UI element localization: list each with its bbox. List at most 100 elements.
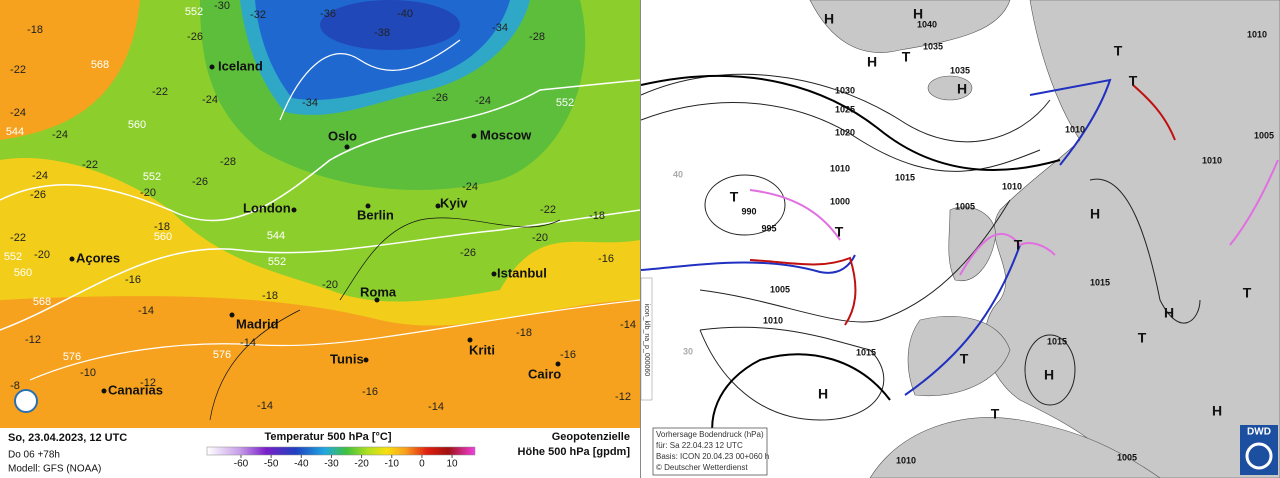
temperature-label: -40: [397, 8, 413, 20]
greenland: [809, 0, 1011, 53]
isobar: [699, 199, 1011, 323]
temperature-label: -12: [615, 391, 631, 403]
high-marker: H: [1212, 403, 1222, 419]
low-marker: T: [1243, 285, 1252, 301]
temperature-label: -22: [82, 159, 98, 171]
contour: [0, 209, 641, 331]
temperature-label: -24: [32, 170, 48, 182]
pressure-label: 1025: [835, 104, 855, 114]
contour: [279, 39, 461, 121]
coastline: [209, 217, 561, 421]
occlusion: [749, 189, 841, 241]
city-label: Istanbul: [497, 265, 547, 280]
height-label: 576: [213, 349, 231, 361]
colorbar-label: -20: [354, 459, 369, 470]
isobar: [1089, 178, 1201, 324]
city-dot: [344, 144, 350, 150]
low-marker: T: [1138, 330, 1147, 346]
iceland: [927, 75, 973, 101]
temperature-label: -26: [187, 31, 203, 43]
high-marker: H: [818, 386, 828, 402]
temperature-label: -18: [27, 24, 43, 36]
low-marker: T: [960, 351, 969, 367]
temperature-label: -24: [202, 94, 218, 106]
high-marker: H: [867, 54, 877, 70]
pressure-label: 1040: [917, 19, 937, 29]
temperature-label: -16: [598, 253, 614, 265]
colorbar-label: 10: [446, 459, 458, 470]
temperature-label: -26: [30, 189, 46, 201]
model: Modell: GFS (NOAA): [8, 464, 101, 475]
pressure-label: 1005: [770, 284, 790, 294]
city-label: Oslo: [328, 128, 357, 143]
pressure-label: 1000: [830, 196, 850, 206]
city-dot: [555, 361, 561, 367]
temperature-label: -26: [460, 247, 476, 259]
city-label: Berlin: [357, 207, 394, 222]
pressure-label: 1015: [856, 347, 876, 357]
pressure-label: 1015: [895, 172, 915, 182]
temperature-label: -16: [362, 386, 378, 398]
gfs-logo: [14, 389, 38, 413]
city-dot: [69, 256, 75, 262]
temperature-label: -22: [152, 86, 168, 98]
pressure-label: 1010: [1065, 124, 1085, 134]
pressure-label: 1010: [1002, 181, 1022, 191]
city-dot: [471, 133, 477, 139]
pressure-label: 1010: [1247, 29, 1267, 39]
faint-label: 40: [673, 169, 683, 179]
height-label: 552: [185, 6, 203, 18]
cold-front: [640, 254, 856, 274]
temperature-label: -14: [240, 337, 256, 349]
height-label: 552: [143, 171, 161, 183]
temperature-label: -12: [25, 334, 41, 346]
cold-front: [1029, 78, 1112, 166]
low-marker: T: [1014, 237, 1023, 253]
city-dot: [363, 357, 369, 363]
pressure-label: 1015: [1090, 277, 1110, 287]
temperature-label: -10: [80, 367, 96, 379]
geo-title: Höhe 500 hPa [gpdm]: [518, 446, 631, 458]
africa: [869, 417, 1161, 478]
height-label: 560: [14, 267, 32, 279]
low-marker: T: [1114, 43, 1123, 59]
dwd-logo-mark: [1245, 442, 1273, 470]
colorbar-label: -60: [234, 459, 249, 470]
temperature-label: -24: [462, 181, 478, 193]
temperature-label: -30: [214, 0, 230, 12]
high-marker: H: [913, 6, 923, 22]
pressure-label: 1035: [950, 65, 970, 75]
city-dot: [365, 203, 371, 209]
city-label: Açores: [76, 250, 120, 265]
pressure-label: 1030: [835, 85, 855, 95]
pressure-label: 1010: [763, 315, 783, 325]
city-label: Cairo: [528, 366, 561, 381]
land: [809, 0, 1280, 478]
cold-front: [904, 244, 1021, 396]
warm-front: [1132, 84, 1176, 141]
pressure-label: 1005: [955, 201, 975, 211]
temperature-label: -34: [492, 22, 508, 34]
isobar: [704, 174, 786, 236]
info-line: Vorhersage Bodendruck (hPa): [656, 430, 764, 439]
temperature-label: -32: [250, 9, 266, 21]
height-label: 552: [268, 256, 286, 268]
temperature-label: -16: [560, 349, 576, 361]
colorbar-label: -50: [264, 459, 279, 470]
high-marker: H: [957, 81, 967, 97]
city-label: Kyiv: [440, 195, 468, 210]
temperature-label: -14: [620, 319, 636, 331]
city-label: Iceland: [218, 58, 263, 73]
colorbar-label: 0: [419, 459, 425, 470]
contour: [0, 79, 641, 222]
temperature-label: -22: [10, 64, 26, 76]
isobar: [640, 102, 1041, 172]
height-label: 552: [556, 97, 574, 109]
occlusion: [959, 232, 1056, 276]
height-label: 544: [6, 126, 24, 138]
low-marker: T: [730, 189, 739, 205]
low-marker: T: [1129, 73, 1138, 89]
temperature-label: -20: [532, 232, 548, 244]
height-label: 560: [128, 119, 146, 131]
britain: [948, 206, 996, 282]
